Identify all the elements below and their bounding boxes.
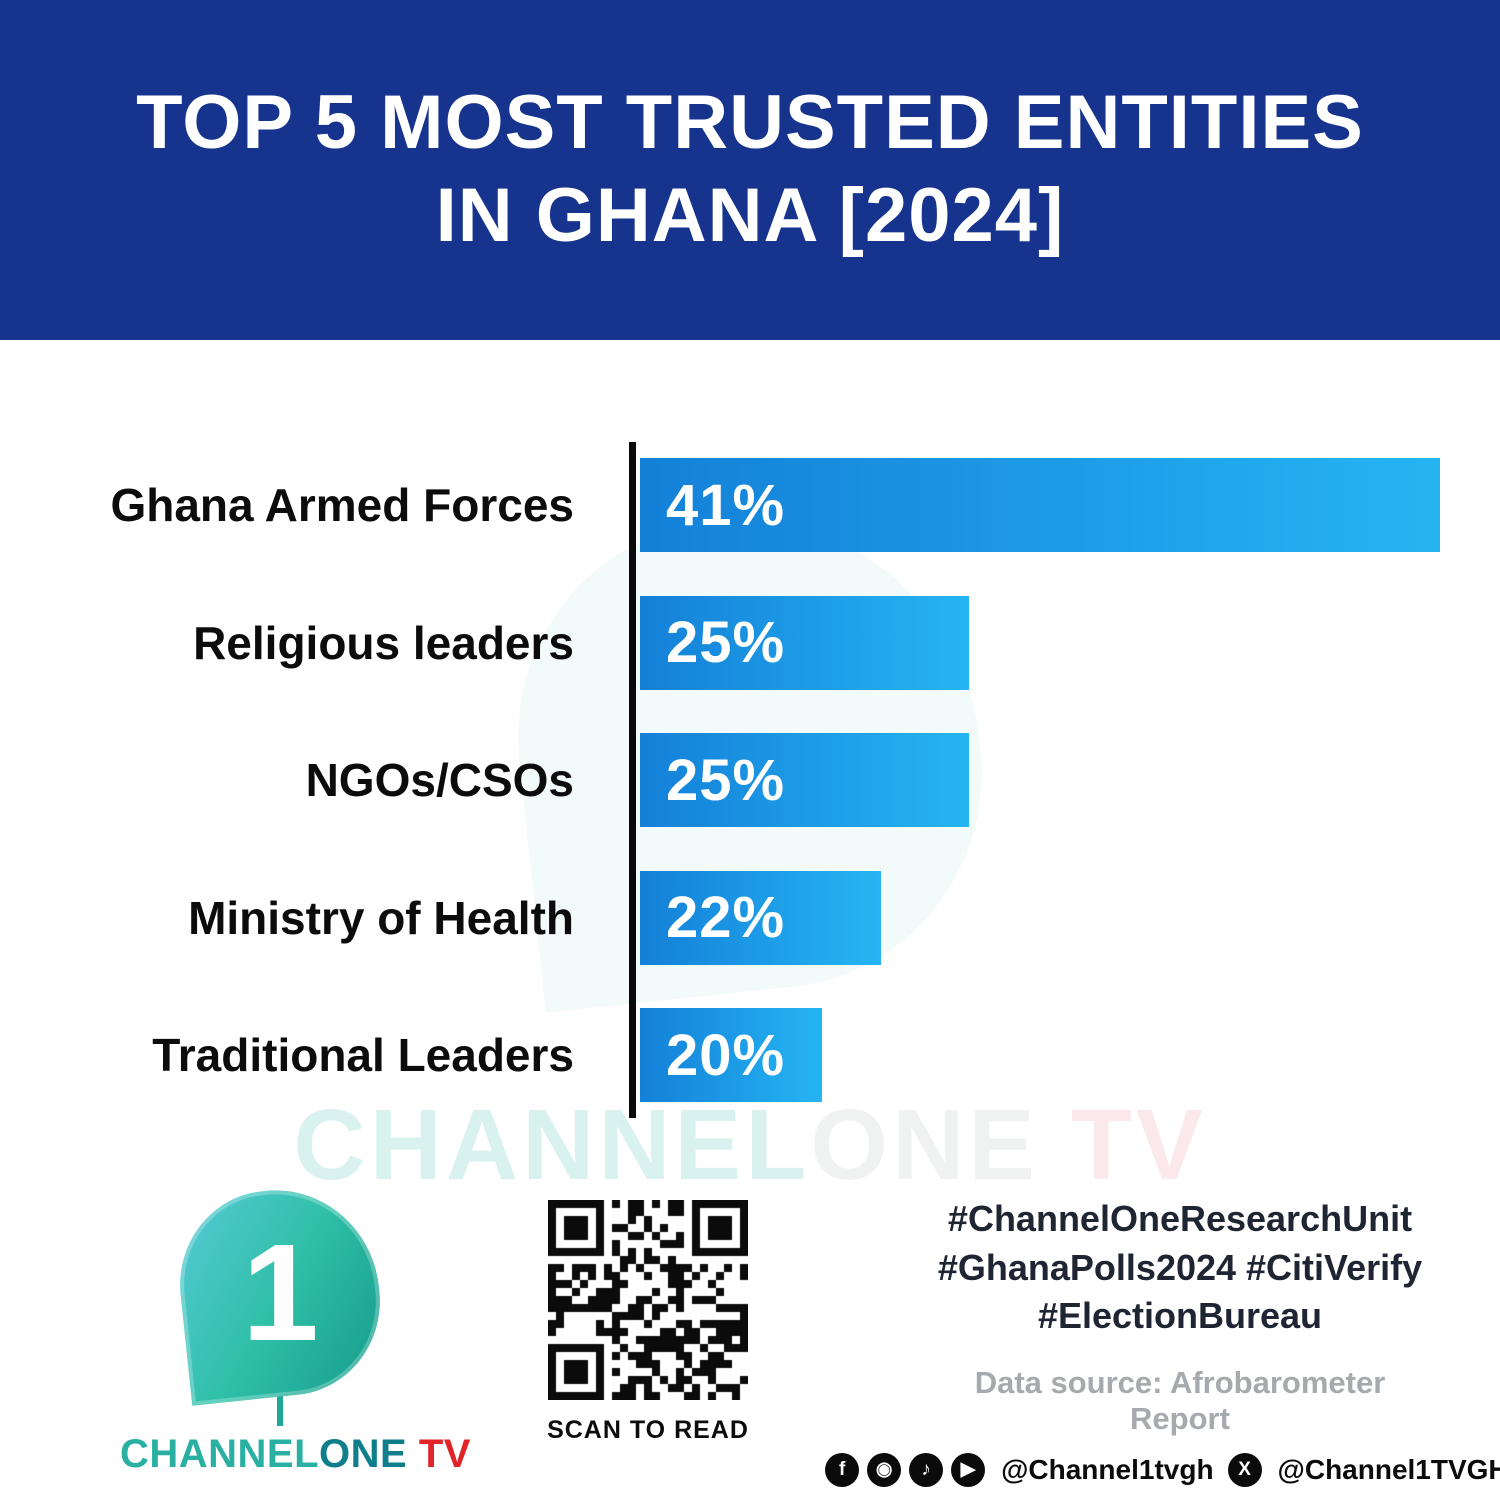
page-title-line2: IN GHANA [2024] <box>435 173 1065 258</box>
bar: 20% <box>640 1008 822 1102</box>
social-row: f ◉ ♪ ▶ @Channel1tvgh X @Channel1TVGHA <box>825 1452 1500 1487</box>
chart-axis-line <box>629 442 636 1118</box>
watermark-tv: TV <box>1039 1089 1207 1201</box>
hashtags-line2: #GhanaPolls2024 #CitiVerify <box>937 1246 1423 1288</box>
social-handle-2: @Channel1TVGHA <box>1277 1453 1500 1485</box>
social-handle-1: @Channel1tvgh <box>1001 1453 1214 1485</box>
bar-chart: Ghana Armed Forces 41% Religious leaders 25… <box>0 440 1500 1120</box>
hashtags: #ChannelOneResearchUnit #GhanaPolls2024 … <box>930 1195 1430 1341</box>
bar-value-label: 25% <box>666 610 786 675</box>
instagram-icon: ◉ <box>867 1452 902 1487</box>
page-title-line1: TOP 5 MOST TRUSTED ENTITIES <box>136 80 1364 166</box>
bar-category-label: Ghana Armed Forces <box>110 479 574 531</box>
watermark-one: ONE <box>810 1089 1039 1201</box>
hashtags-line1: #ChannelOneResearchUnit <box>947 1198 1413 1239</box>
bar-row: Ministry of Health 22% <box>0 870 1500 965</box>
qr-label: SCAN TO READ <box>547 1416 749 1444</box>
bar: 41% <box>640 458 1440 552</box>
footer-info-block: #ChannelOneResearchUnit #GhanaPolls2024 … <box>825 1195 1500 1500</box>
qr-block: SCAN TO READ <box>538 1200 758 1445</box>
bar: 25% <box>640 595 969 690</box>
logo-text-channel: CHANNEL <box>120 1432 320 1476</box>
channel-one-watermark: CHANNELONE TV <box>0 1088 1500 1203</box>
header-banner: TOP 5 MOST TRUSTED ENTITIES IN GHANA [20… <box>0 0 1500 340</box>
website-url: www.channel1news.com <box>930 1497 1430 1500</box>
bar-category-label: Ministry of Health <box>188 891 574 944</box>
logo-wordmark: CHANNELONE TV <box>120 1432 470 1477</box>
youtube-icon: ▶ <box>951 1452 986 1487</box>
bar-category-label: NGOs/CSOs <box>305 754 574 806</box>
tiktok-icon: ♪ <box>909 1452 944 1487</box>
bar: 25% <box>640 733 969 827</box>
channel-one-logo-block: 1 CHANNELONE TV <box>120 1180 470 1477</box>
facebook-icon: f <box>825 1452 860 1487</box>
bar-value-label: 22% <box>666 885 786 950</box>
bar-value-label: 25% <box>666 747 786 813</box>
logo-text-tv: TV <box>407 1432 471 1476</box>
bar-row: Ghana Armed Forces 41% <box>0 458 1500 552</box>
bar-category-label: Traditional Leaders <box>152 1029 574 1081</box>
bar-value-label: 20% <box>666 1022 786 1088</box>
bar-value-label: 41% <box>666 472 786 538</box>
bar-row: Traditional Leaders 20% <box>0 1008 1500 1102</box>
logo-numeral: 1 <box>241 1216 319 1370</box>
chart-rows: Ghana Armed Forces 41% Religious leaders 25… <box>0 440 1500 1120</box>
channel-one-logo-icon: 1 <box>170 1180 390 1406</box>
logo-stem <box>277 1396 283 1426</box>
logo-text-one: ONE <box>319 1432 408 1476</box>
bar-row: NGOs/CSOs 25% <box>0 733 1500 827</box>
bar-row: Religious leaders 25% <box>0 595 1500 690</box>
data-source-text: Data source: Afrobarometer Report <box>974 1364 1386 1436</box>
hashtags-line3: #ElectionBureau <box>1037 1295 1323 1337</box>
bar-category-label: Religious leaders <box>193 616 574 669</box>
x-icon: X <box>1227 1452 1262 1487</box>
bar: 22% <box>640 870 881 965</box>
qr-code <box>548 1200 748 1400</box>
watermark-channel: CHANNEL <box>293 1089 811 1201</box>
